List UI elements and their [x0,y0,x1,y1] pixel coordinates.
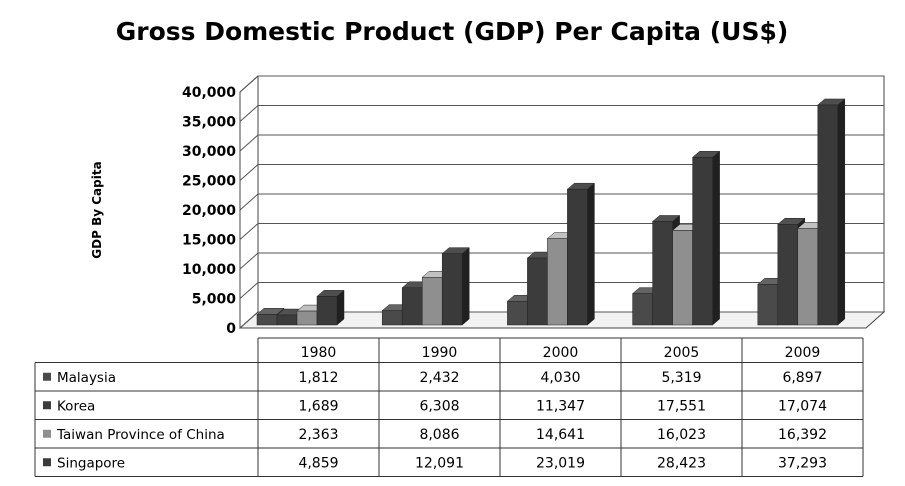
bar-front [296,310,318,326]
data-label: 4,030 [540,370,580,386]
bar-front [256,314,278,326]
data-label: 37,293 [778,455,827,471]
gridline-side [239,311,259,329]
y-tick-label: 5,000 [192,292,237,308]
category-label: 2009 [785,345,821,361]
bar-front [817,104,839,326]
bar-front [316,296,338,326]
y-tick-label: 0 [226,321,236,337]
data-label: 28,423 [657,455,706,471]
bar-front [527,257,548,326]
bar-front [276,314,298,326]
bar-side [712,150,720,326]
bar-front [401,287,423,326]
gridline-side [239,282,259,299]
y-tick-label: 40,000 [182,85,236,101]
legend-key [43,458,51,467]
data-label: 17,074 [778,398,827,414]
bar-front [777,224,799,326]
bar-front [797,228,819,326]
y-tick-label: 25,000 [182,174,236,190]
gridline-side [239,223,259,240]
data-label: 6,897 [782,370,822,386]
data-label: 17,551 [657,398,706,414]
gridline-side [239,193,259,211]
bar [691,150,721,326]
gridline-side [239,75,259,93]
bar [817,98,846,326]
bar-front [441,253,463,326]
y-tick-label: 20,000 [182,203,236,219]
y-tick-labels: 0 5,000 10,000 15,000 20,000 25,000 30,000 35,0… [182,85,236,337]
category-label: 1980 [301,345,337,361]
bar [566,182,596,326]
gridline-side [239,105,259,122]
bar-front [381,310,403,326]
series-name: Taiwan Province of China [56,427,225,443]
bar-front [692,157,713,326]
data-label: 8,086 [419,427,459,443]
bar-front [652,221,673,326]
data-label: 5,319 [661,370,701,386]
bar-front [672,230,693,326]
data-label: 1,689 [298,398,338,414]
bar-side [587,182,595,326]
bar [316,289,345,326]
bar-front [632,293,653,326]
bars [256,98,846,326]
data-table: 1980 1990 2000 2005 2009 Malaysia 1,812 2,432 4,… [34,337,864,477]
bar-front [507,300,528,326]
y-tick-label: 15,000 [182,233,236,249]
y-tick-label: 30,000 [182,144,236,160]
category-label: 2000 [543,345,579,361]
chart-title: Gross Domestic Product (GDP) Per Capita … [116,17,789,46]
data-label: 12,091 [415,455,464,471]
gridline-side [239,134,259,152]
data-label: 16,392 [778,427,827,443]
data-label: 1,812 [298,370,338,386]
category-label: 1990 [422,345,458,361]
gridline-side [239,164,259,181]
bar-front [567,188,588,326]
y-axis-label: GDP By Capita [90,161,104,258]
bar-front [547,238,568,326]
data-label: 4,859 [298,455,338,471]
data-label: 2,432 [419,370,459,386]
data-label: 6,308 [419,398,459,414]
data-label: 23,019 [536,455,585,471]
bar-side [837,98,846,326]
bar [441,247,470,326]
legend-key [43,429,51,438]
data-label: 16,023 [657,427,706,443]
series-name: Malaysia [57,370,116,386]
bar-front [421,277,443,326]
legend-key [43,372,51,381]
series-name: Korea [57,398,95,414]
data-label: 2,363 [298,427,338,443]
y-tick-label: 10,000 [182,262,236,278]
legend-key [43,401,51,410]
gridline-side [239,252,259,270]
y-tick-label: 35,000 [182,115,236,131]
series-name: Singapore [57,455,125,471]
bar-front [757,284,779,326]
data-label: 14,641 [536,427,585,443]
data-label: 11,347 [536,398,585,414]
category-label: 2005 [664,345,700,361]
bar-side [461,247,470,326]
